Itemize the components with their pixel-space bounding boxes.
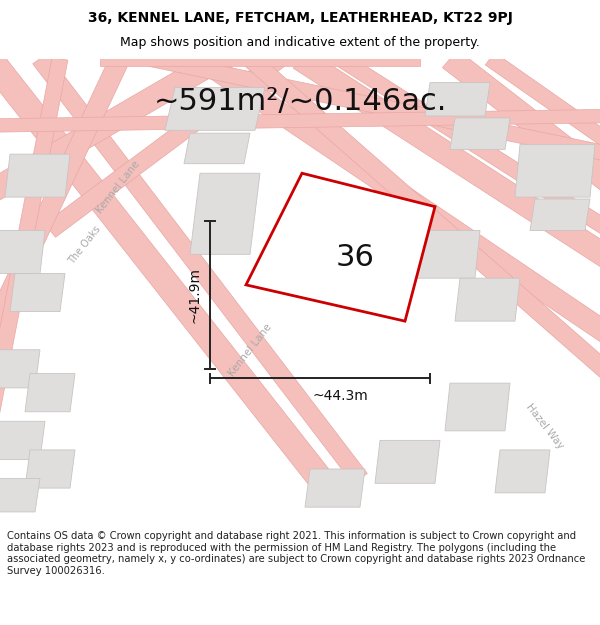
Text: ~41.9m: ~41.9m bbox=[188, 267, 202, 323]
Polygon shape bbox=[0, 231, 45, 273]
Text: Kennel Lane: Kennel Lane bbox=[94, 159, 142, 216]
Polygon shape bbox=[515, 144, 595, 197]
Polygon shape bbox=[442, 50, 600, 192]
Polygon shape bbox=[375, 441, 440, 483]
Polygon shape bbox=[0, 55, 129, 339]
Polygon shape bbox=[425, 82, 490, 116]
Text: ~44.3m: ~44.3m bbox=[312, 389, 368, 402]
Text: The Oaks: The Oaks bbox=[67, 224, 103, 266]
Polygon shape bbox=[335, 52, 600, 256]
Text: 36, KENNEL LANE, FETCHAM, LEATHERHEAD, KT22 9PJ: 36, KENNEL LANE, FETCHAM, LEATHERHEAD, K… bbox=[88, 11, 512, 25]
Polygon shape bbox=[305, 469, 365, 507]
Polygon shape bbox=[0, 49, 226, 202]
Polygon shape bbox=[44, 52, 286, 238]
Polygon shape bbox=[0, 58, 68, 423]
Polygon shape bbox=[165, 88, 265, 130]
Polygon shape bbox=[190, 173, 260, 254]
Text: Kennel Lane: Kennel Lane bbox=[226, 322, 274, 378]
Polygon shape bbox=[246, 173, 435, 321]
Text: Hazel Way: Hazel Way bbox=[524, 402, 566, 451]
Polygon shape bbox=[0, 109, 600, 132]
Polygon shape bbox=[0, 51, 331, 486]
Polygon shape bbox=[445, 383, 510, 431]
Polygon shape bbox=[415, 231, 480, 278]
Text: ~591m²/~0.146ac.: ~591m²/~0.146ac. bbox=[154, 88, 446, 116]
Polygon shape bbox=[530, 199, 590, 231]
Polygon shape bbox=[25, 450, 75, 488]
Polygon shape bbox=[0, 479, 40, 512]
Polygon shape bbox=[244, 52, 600, 389]
Polygon shape bbox=[5, 154, 70, 197]
Polygon shape bbox=[455, 278, 520, 321]
Text: Map shows position and indicative extent of the property.: Map shows position and indicative extent… bbox=[120, 36, 480, 49]
Polygon shape bbox=[450, 118, 510, 149]
Polygon shape bbox=[148, 51, 600, 162]
Polygon shape bbox=[293, 49, 600, 269]
Polygon shape bbox=[495, 450, 550, 493]
Polygon shape bbox=[100, 51, 420, 66]
Text: 36: 36 bbox=[335, 242, 374, 272]
Polygon shape bbox=[184, 133, 250, 164]
Polygon shape bbox=[485, 52, 600, 170]
Polygon shape bbox=[0, 350, 40, 388]
Polygon shape bbox=[194, 50, 600, 344]
Text: Contains OS data © Crown copyright and database right 2021. This information is : Contains OS data © Crown copyright and d… bbox=[7, 531, 586, 576]
Polygon shape bbox=[0, 421, 45, 459]
Polygon shape bbox=[10, 273, 65, 312]
Polygon shape bbox=[25, 374, 75, 412]
Polygon shape bbox=[33, 54, 367, 484]
